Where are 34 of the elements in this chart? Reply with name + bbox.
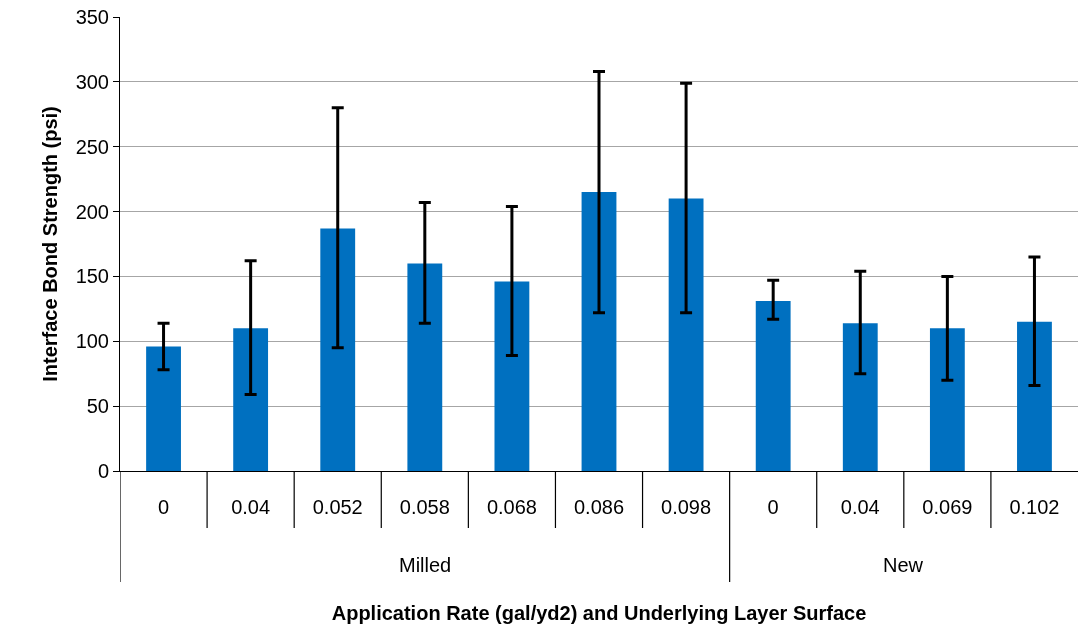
- bar: [581, 192, 617, 471]
- bar: [407, 263, 443, 471]
- y-tick-label: 200: [75, 200, 109, 223]
- bar: [1017, 321, 1052, 471]
- bar: [755, 301, 791, 471]
- x-tick-label: 0.069: [922, 496, 973, 518]
- bar: [494, 281, 530, 471]
- text: Milled: [399, 554, 452, 576]
- y-axis-title: Interface Bond Strength (psi): [39, 106, 62, 382]
- y-tick-label: 300: [75, 70, 109, 93]
- bar: [146, 346, 181, 471]
- bar: [320, 228, 356, 471]
- y-tick-label: 350: [75, 6, 109, 28]
- y-tick-label: 0: [97, 460, 109, 482]
- y-tick-label: 100: [75, 330, 109, 353]
- bar: [842, 323, 878, 471]
- x-tick-label: 0.068: [486, 496, 537, 518]
- bar: [929, 328, 965, 471]
- x-axis-title: Application Rate (gal/yd2) and Underlying Layer Surface: [331, 602, 867, 624]
- x-tick-label: 0.058: [399, 496, 450, 518]
- x-tick-label: 0.098: [661, 496, 712, 518]
- y-tick-label: 50: [86, 395, 109, 418]
- x-tick-label: 0: [157, 496, 170, 518]
- x-tick-label: 0.102: [1009, 496, 1060, 518]
- x-tick-label: 0.04: [840, 496, 880, 518]
- x-tick-label: 0.052: [312, 496, 363, 518]
- text: New: [883, 554, 924, 576]
- x-tick-label: 0.04: [231, 496, 271, 518]
- bar: [233, 328, 269, 471]
- y-tick-label: 150: [75, 265, 109, 288]
- x-tick-label: 0.086: [573, 496, 625, 518]
- bar: [668, 198, 704, 471]
- y-tick-label: 250: [75, 135, 109, 158]
- x-tick-label: 0: [767, 496, 779, 518]
